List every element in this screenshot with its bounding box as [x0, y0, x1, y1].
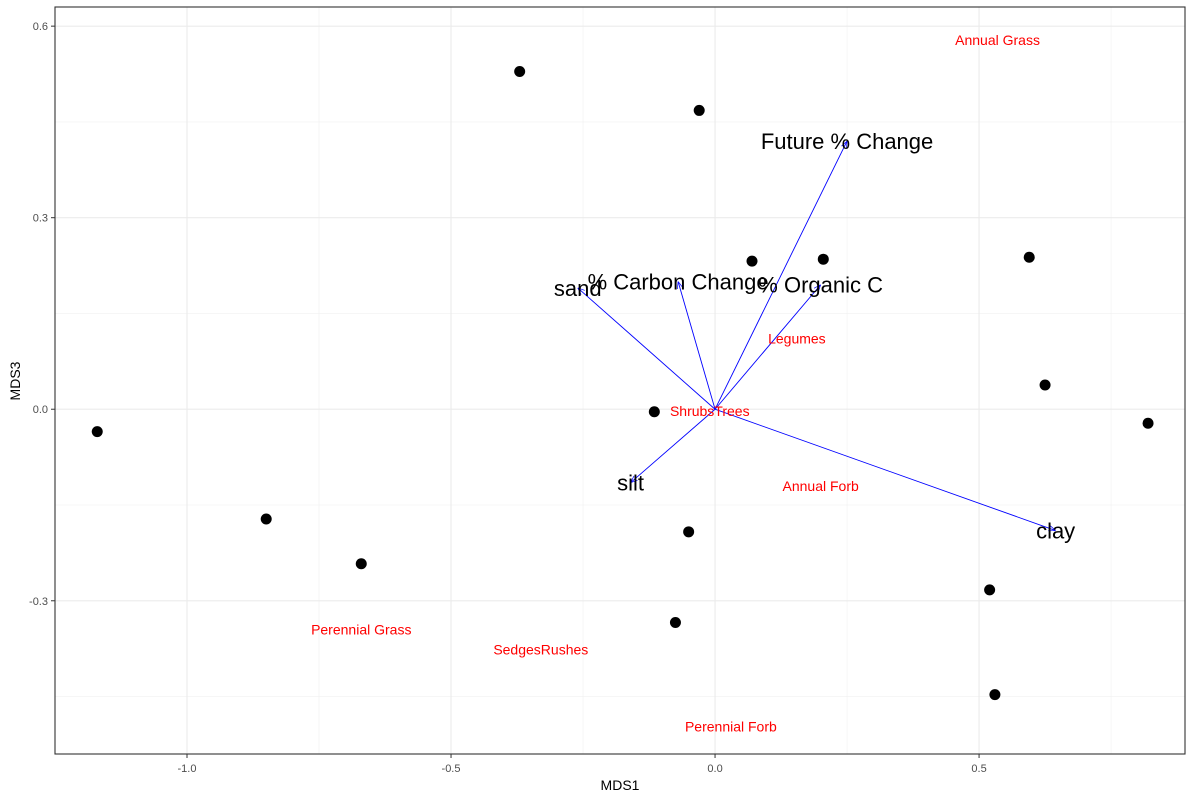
site-point [669, 616, 681, 628]
site-points [91, 65, 1154, 701]
vector-label: clay [1036, 519, 1075, 544]
site-point [648, 406, 660, 418]
species-label: Legumes [768, 330, 826, 346]
x-tick-label: -1.0 [178, 763, 197, 775]
vector-label: % Carbon Change [588, 270, 769, 295]
species-label: Perennial Forb [685, 719, 777, 735]
y-axis-ticks: -0.3 0.0 0.3 0.6 [29, 21, 55, 608]
vector-label: sand [554, 276, 602, 301]
site-point [693, 104, 705, 116]
site-point [514, 65, 526, 77]
x-axis-title: MDS1 [601, 777, 640, 793]
site-point [817, 253, 829, 265]
x-tick-label: 0.5 [971, 763, 986, 775]
site-point [260, 513, 272, 525]
vector-label: Future % Change [761, 129, 933, 154]
site-point [91, 426, 103, 438]
site-point [1023, 251, 1035, 263]
x-axis-ticks: -1.0 -0.5 0.0 0.5 [178, 754, 987, 775]
species-labels: Annual Grass Legumes ShrubsTrees Annual For… [311, 32, 1040, 734]
x-tick-label: 0.0 [707, 763, 722, 775]
vector-arrow [714, 408, 1056, 530]
grid-major [55, 7, 1185, 754]
vector-arrow [714, 285, 821, 410]
vector-labels: Future % Change % Carbon Change% Organic … [554, 129, 1075, 543]
vector-arrow [631, 408, 716, 482]
species-label: Annual Grass [955, 32, 1040, 48]
vector-label: silt [617, 471, 644, 496]
site-point [1142, 417, 1154, 429]
plot-border [54, 6, 1186, 755]
y-tick-label: 0.6 [33, 21, 48, 33]
vector-label: % Organic C [758, 273, 883, 298]
grid-minor [54, 7, 1185, 754]
plot-background [55, 7, 1185, 754]
site-point [989, 689, 1001, 701]
site-point [984, 584, 996, 596]
site-point [1039, 379, 1051, 391]
vector-arrow [578, 288, 716, 410]
species-label: ShrubsTrees [670, 403, 750, 419]
y-tick-label: 0.3 [33, 213, 48, 225]
vector-arrows [578, 141, 1056, 530]
vector-arrow [714, 141, 847, 410]
species-label: Annual Forb [783, 478, 859, 494]
y-tick-label: 0.0 [33, 404, 48, 416]
site-point [355, 558, 367, 570]
vector-arrow [678, 282, 716, 410]
x-tick-label: -0.5 [442, 763, 461, 775]
y-tick-label: -0.3 [29, 596, 48, 608]
species-label: Perennial Grass [311, 622, 411, 638]
site-point [746, 255, 758, 267]
y-axis-title: MDS3 [7, 361, 23, 400]
site-point [683, 526, 695, 538]
species-label: SedgesRushes [493, 641, 588, 657]
